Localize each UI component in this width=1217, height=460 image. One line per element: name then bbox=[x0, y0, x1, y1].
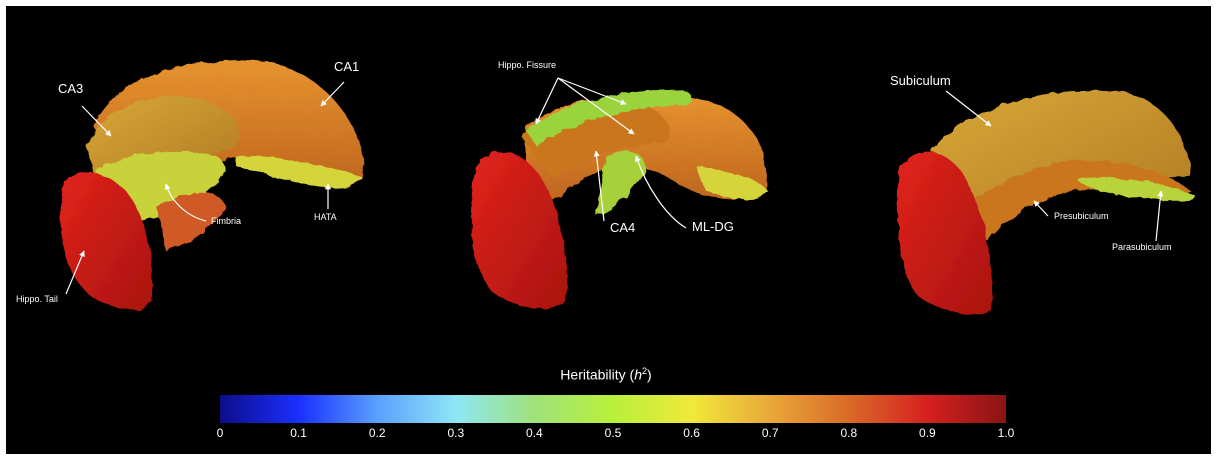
colorbar-tick-label: 0.6 bbox=[683, 426, 700, 440]
colorbar-tick-label: 0 bbox=[216, 426, 224, 440]
panel-1-rendering bbox=[60, 60, 365, 311]
label-ca1: CA1 bbox=[334, 59, 360, 74]
colorbar-tick-label: 0.3 bbox=[447, 426, 465, 440]
figure-panel: CA3 CA1 Fimbria HATA Hippo. Tail Hippo. … bbox=[6, 6, 1211, 454]
colorbar-tick-label: 0.7 bbox=[761, 426, 779, 440]
colorbar-tick-label: 0.2 bbox=[368, 426, 386, 440]
label-hippo-tail: Hippo. Tail bbox=[16, 294, 58, 304]
label-hata: HATA bbox=[314, 212, 337, 222]
colorbar-title: Heritability (h2) bbox=[560, 366, 652, 383]
label-fimbria: Fimbria bbox=[211, 216, 242, 226]
label-parasubiculum: Parasubiculum bbox=[1112, 242, 1172, 252]
label-hippo-fissure: Hippo. Fissure bbox=[498, 60, 557, 70]
colorbar-tick-label: 0.4 bbox=[526, 426, 543, 440]
label-presubiculum: Presubiculum bbox=[1054, 211, 1109, 221]
colorbar-tick-label: 0.5 bbox=[604, 426, 622, 440]
colorbar-gradient bbox=[220, 395, 1006, 423]
colorbar-tick-label: 0.8 bbox=[840, 426, 858, 440]
label-ca3: CA3 bbox=[58, 81, 84, 96]
hippocampus-renderings bbox=[60, 60, 1196, 316]
colorbar-tick-label: 1.0 bbox=[997, 426, 1015, 440]
annotation-lines bbox=[65, 77, 1164, 295]
colorbar-tick-label: 0.1 bbox=[290, 426, 307, 440]
panel-2-rendering bbox=[471, 90, 768, 309]
label-ca4: CA4 bbox=[610, 220, 636, 235]
label-subiculum: Subiculum bbox=[890, 73, 951, 88]
colorbar-tick-label: 0.9 bbox=[919, 426, 936, 440]
label-ml-dg: ML-DG bbox=[692, 219, 734, 234]
panel-3-rendering bbox=[897, 90, 1196, 316]
